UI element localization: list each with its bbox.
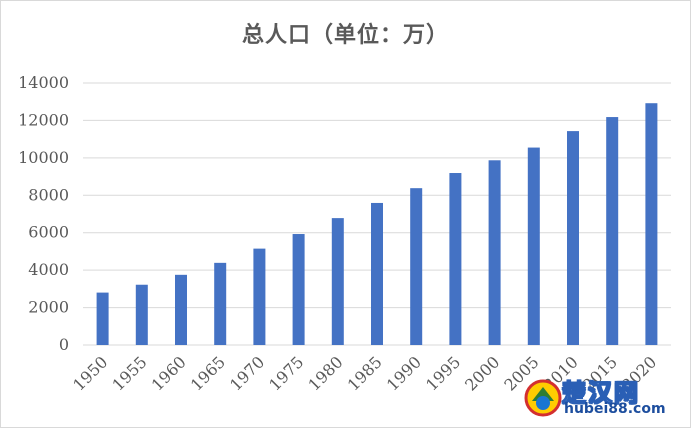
bar-1960	[175, 274, 187, 345]
bar-1965	[214, 262, 227, 345]
x-tick-label: 1970	[226, 352, 268, 394]
x-tick-label: 2000	[461, 352, 503, 394]
watermark-site-name: 楚汉网	[562, 379, 640, 408]
bar-2010	[567, 131, 579, 345]
y-tick-label: 14000	[18, 73, 69, 92]
bar-1950	[96, 292, 109, 345]
bar-1985	[371, 202, 383, 345]
y-tick-label: 8000	[28, 185, 69, 204]
bars	[96, 103, 658, 345]
bar-2020	[645, 103, 658, 345]
x-tick-label: 1955	[108, 352, 150, 394]
bar-2005	[527, 147, 540, 345]
x-tick-label: 1985	[344, 352, 386, 394]
y-tick-label: 6000	[28, 223, 69, 242]
x-tick-label: 1990	[383, 352, 425, 394]
chart-title: 总人口（单位：万）	[241, 23, 449, 48]
x-tick-label: 1965	[187, 352, 229, 394]
bar-1995	[449, 173, 462, 345]
x-tick-label: 1995	[422, 352, 464, 394]
bar-1955	[135, 284, 148, 345]
y-axis-ticks: 0 2000 4000 6000 8000 10000 12000 14000	[18, 73, 69, 354]
y-tick-label: 2000	[28, 298, 69, 317]
bar-1980	[331, 218, 344, 345]
x-tick-label: 1960	[148, 352, 190, 394]
y-tick-label: 4000	[28, 260, 69, 279]
watermark-logo: 楚汉网 hubei88.com	[512, 375, 682, 421]
site-logo-icon	[524, 379, 562, 417]
bar-2000	[488, 160, 501, 345]
bar-1975	[292, 234, 305, 345]
watermark-url: hubei88.com	[564, 401, 666, 417]
bar-1990	[410, 188, 423, 345]
y-tick-label: 12000	[18, 110, 69, 129]
y-tick-label: 0	[59, 335, 69, 354]
x-tick-label: 1975	[265, 352, 307, 394]
bar-1970	[253, 248, 266, 345]
y-tick-label: 10000	[18, 148, 69, 167]
x-tick-label: 1950	[69, 352, 111, 394]
x-tick-label: 1980	[304, 352, 346, 394]
bar-2015	[606, 117, 619, 345]
